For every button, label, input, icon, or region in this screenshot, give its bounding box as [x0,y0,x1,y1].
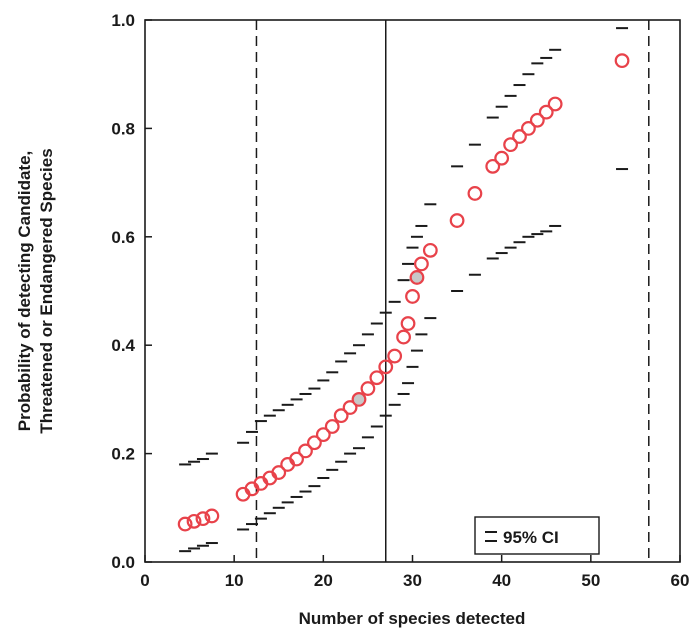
data-point [271,465,287,480]
data-point [409,270,425,285]
data-point [538,104,554,120]
estimate-points [177,53,630,532]
y-tick-label: 0.8 [111,119,135,138]
data-point [378,359,394,375]
data-point [289,451,304,467]
data-point [529,112,545,128]
data-point [547,96,563,112]
x-tick-label: 0 [140,571,149,590]
data-point [422,242,438,258]
x-tick-label: 30 [403,571,422,590]
data-point [512,129,527,144]
x-axis-ticks: 0 10 20 30 40 50 60 [140,555,689,590]
y-tick-label: 0.6 [111,228,135,247]
data-point [298,443,313,459]
data-point [177,516,193,532]
x-tick-label: 60 [671,571,690,590]
data-point [400,316,416,331]
data-point [360,381,376,396]
data-point [614,53,630,69]
legend-label: 95% CI [503,528,559,547]
y-tick-label: 0.4 [111,336,135,355]
data-point [396,329,411,345]
confidence-interval-marks [179,27,629,553]
reference-lines [255,20,650,562]
x-tick-label: 10 [225,571,244,590]
data-point [342,400,358,415]
data-point [186,513,202,529]
data-point [324,419,340,434]
y-axis-title: Probability of detecting Candidate, Thre… [15,148,56,433]
data-point [414,256,429,272]
x-tick-label: 20 [314,571,333,590]
data-point [467,186,483,201]
y-tick-label: 0.0 [111,553,135,572]
data-point [405,289,420,304]
legend-box [474,516,600,555]
y-axis-ticks: 0.0 0.2 0.4 0.6 0.8 1.0 [111,11,152,572]
data-point [521,120,536,136]
data-point [307,435,322,451]
y-tick-label: 1.0 [111,11,135,30]
data-point [333,408,349,424]
data-point [195,511,211,527]
data-point [315,427,331,443]
data-point [387,348,403,364]
legend: 95% CI [474,516,600,555]
y-axis-title-line-2: Threatened or Endangered Species [37,148,56,433]
data-point [351,392,367,407]
data-point [503,137,518,153]
x-tick-label: 40 [492,571,511,590]
data-point [449,213,465,228]
data-point [369,370,385,386]
y-tick-label: 0.2 [111,445,135,464]
data-point [485,158,501,174]
data-point [204,508,220,524]
data-point [494,150,510,166]
y-axis-title-line-1: Probability of detecting Candidate, [15,151,34,432]
x-axis-title: Number of species detected [299,609,526,628]
x-tick-label: 50 [581,571,600,590]
